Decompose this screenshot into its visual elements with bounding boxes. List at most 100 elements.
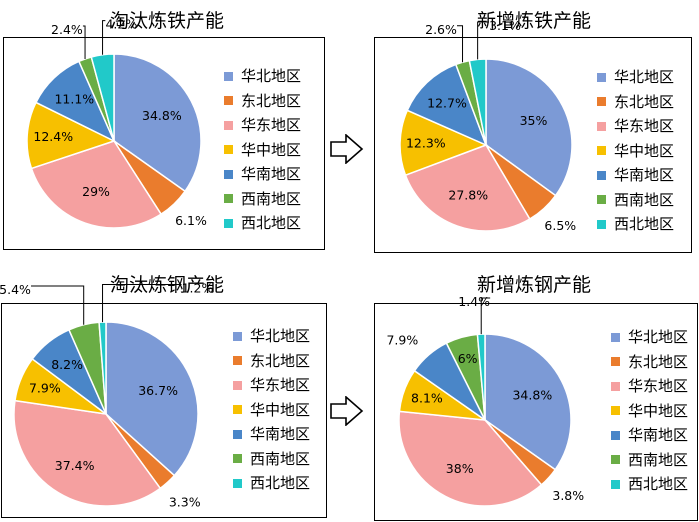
legend-item-north-china: 华北地区 — [233, 324, 310, 349]
legend-item-northeast: 东北地区 — [597, 90, 674, 115]
legend-item-east-china: 华东地区 — [233, 373, 310, 398]
legend-label: 华东地区 — [628, 377, 689, 395]
legend-swatch — [224, 169, 233, 179]
pie-slice-north-china — [484, 333, 572, 471]
data-label-south-china: 7.9% — [386, 333, 418, 348]
data-label-north-china: 34.8% — [512, 387, 552, 402]
legend-swatch — [224, 218, 233, 228]
legend-swatch — [597, 97, 606, 107]
legend: 华北地区东北地区华东地区华中地区华南地区西南地区西北地区 — [611, 325, 688, 497]
legend-swatch — [611, 479, 620, 489]
legend-item-northeast: 东北地区 — [611, 350, 688, 375]
pie-chart: 36.7% 3.3% 37.4% 7.9% 8.2% 5.4% 1.2% — [0, 280, 213, 510]
chart-title: 淘汰炼铁产能 — [109, 10, 224, 32]
pie-slice-northwest — [90, 53, 115, 142]
legend-label: 华中地区 — [250, 400, 311, 419]
leader-line — [31, 285, 85, 325]
data-label-northwest: 3.1% — [489, 18, 521, 33]
legend-swatch — [597, 195, 606, 205]
chart-title: 淘汰炼钢产能 — [109, 274, 224, 296]
leader-line — [477, 21, 489, 60]
legend-item-north-china: 华北地区 — [611, 325, 688, 350]
legend-label: 华中地区 — [614, 141, 675, 160]
data-label-northwest: 1.2% — [182, 280, 214, 295]
legend-label: 西南地区 — [628, 450, 689, 469]
legend: 华北地区 东北地区 华东地区 华中地区 华南地区 西南地区 西北地区 — [224, 64, 301, 236]
pie-chart: 35% 6.5% 27.8% 12.3% 12.7% 2.6% 3.1% — [399, 18, 576, 233]
legend-item-east-china: 华东地区 — [597, 114, 674, 139]
pie-slice-south-china — [406, 63, 488, 147]
legend-item-southwest: 西南地区 — [611, 448, 688, 473]
legend-label: 西南地区 — [614, 190, 675, 209]
legend-swatch — [611, 381, 620, 391]
legend-label: 东北地区 — [614, 92, 675, 111]
legend-swatch — [233, 478, 242, 488]
pie-slice-east-china — [30, 140, 163, 229]
pie-slice-central-china — [26, 101, 116, 170]
legend-swatch — [224, 71, 233, 81]
legend-label: 西南地区 — [241, 189, 302, 208]
chart-title: 新增炼铁产能 — [476, 10, 591, 32]
legend-item-south-china: 华南地区 — [597, 163, 674, 188]
legend-label: 华北地区 — [614, 68, 675, 86]
leader-line — [457, 25, 464, 63]
chart-panel: 36.7% 3.3% 37.4% 7.9% 8.2% 5.4% 1.2% 华北地区 东北地区华… — [0, 280, 327, 518]
legend-swatch — [597, 170, 606, 180]
legend-label: 东北地区 — [628, 352, 689, 371]
chart-title: 新增炼钢产能 — [476, 274, 591, 296]
legend-label: 华北地区 — [628, 328, 689, 346]
legend-label: 华南地区 — [628, 426, 689, 444]
data-label-northeast: 3.3% — [169, 495, 201, 510]
legend-item-north-china: 华北地区 — [224, 64, 301, 89]
data-label-north-china: 36.7% — [138, 383, 178, 398]
leader-line — [480, 297, 491, 335]
legend-item-southwest: 西南地区 — [224, 187, 301, 212]
legend-swatch — [597, 72, 606, 82]
data-label-east-china: 27.8% — [448, 187, 488, 202]
legend: 华北地区 东北地区 华东地区 华中地区 华南地区 西南地区 西北地区 — [233, 324, 310, 496]
legend-swatch — [233, 380, 242, 390]
legend-label: 华北地区 — [250, 327, 311, 345]
legend: 华北地区 东北地区 华东地区 华中地区 华南地区 西南地区 西北地区 — [597, 65, 674, 237]
legend-label: 华南地区 — [250, 425, 311, 443]
legend-item-central-china: 华中地区 — [224, 138, 301, 163]
data-label-east-china: 29% — [82, 184, 110, 199]
legend-label: 西北地区 — [250, 474, 311, 492]
legend-swatch — [597, 219, 606, 229]
legend-item-north-china: 华北地区 — [597, 65, 674, 90]
data-label-north-china: 35% — [520, 113, 548, 128]
legend-item-central-china: 华中地区 — [233, 398, 310, 423]
legend-label: 东北地区 — [250, 351, 311, 370]
legend-item-south-china: 华南地区 — [233, 422, 310, 447]
legend-swatch — [224, 96, 233, 106]
chart-panel: 34.8% 6.1% 29% 12.4% 11.1% 2.4% 4.2% 华北地区 东北地区华… — [3, 17, 325, 250]
legend-item-northeast: 东北地区 — [224, 89, 301, 114]
legend-item-northwest: 西北地区 — [224, 211, 301, 236]
legend-swatch — [224, 194, 233, 204]
legend-item-northeast: 东北地区 — [233, 349, 310, 374]
legend-swatch — [597, 146, 606, 156]
legend-label: 华东地区 — [250, 376, 311, 394]
data-label-northeast: 3.8% — [552, 488, 584, 503]
legend-swatch — [597, 121, 606, 131]
data-label-southwest: 6% — [458, 351, 478, 366]
leader-line — [102, 20, 106, 55]
legend-item-east-china: 华东地区 — [224, 113, 301, 138]
data-label-south-china: 12.7% — [427, 96, 467, 111]
legend-swatch — [611, 430, 620, 440]
data-label-south-china: 8.2% — [51, 357, 83, 372]
pie-chart: 34.8% 3.8% 38% 8.1% 7.9% 6% 1.4% — [386, 294, 584, 507]
legend-label: 华中地区 — [628, 401, 689, 420]
data-label-central-china: 8.1% — [411, 390, 443, 405]
data-label-north-china: 34.8% — [142, 108, 182, 123]
pie-slice-central-china — [399, 109, 488, 177]
legend-swatch — [611, 357, 620, 367]
legend-swatch — [233, 405, 242, 415]
legend-label: 华南地区 — [614, 166, 675, 184]
legend-item-northwest: 西北地区 — [233, 471, 310, 496]
data-label-northwest: 4.2% — [105, 17, 137, 32]
legend-label: 西北地区 — [628, 475, 689, 493]
legend-swatch — [233, 429, 242, 439]
legend-label: 华东地区 — [614, 117, 675, 135]
legend-item-northwest: 西北地区 — [611, 472, 688, 497]
